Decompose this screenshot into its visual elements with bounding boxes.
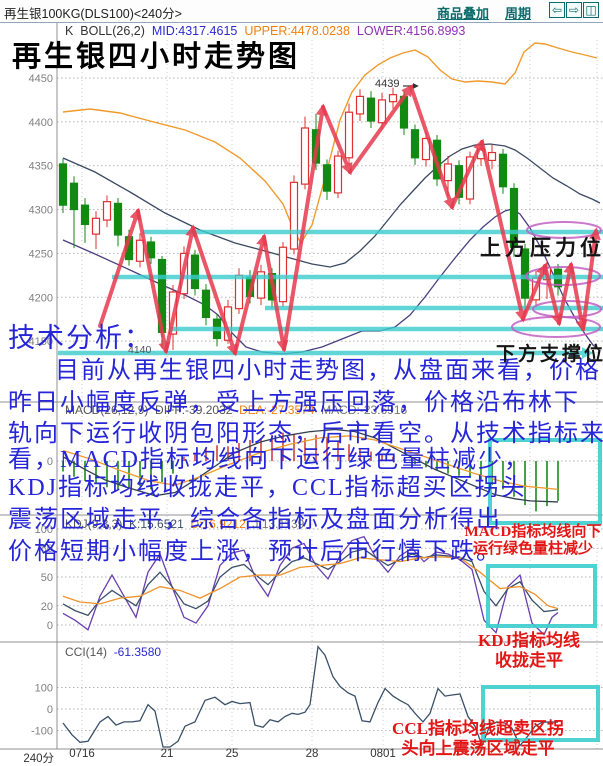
page-title: 再生银四小时走势图 [12,41,301,73]
svg-text:4250: 4250 [29,248,53,260]
support-annotation: 下方支撑位 [496,344,603,365]
svg-text:-100: -100 [31,726,53,738]
kdj-d-value: D:16.9212 [190,517,246,531]
svg-text:20: 20 [41,601,53,613]
analysis-line: 目前从再生银四小时走势图，从盘面来看，价格 [55,358,601,384]
boll-lower-value: LOWER:4156.8993 [356,24,466,38]
cci-label: CCI(14) [65,645,108,659]
svg-text:21: 21 [161,748,174,759]
boll-label: BOLL(26,2) [80,24,145,38]
macd-diff-value: DIFF:-39.2032 [155,403,233,417]
k-label: K [65,24,74,38]
svg-text:100: 100 [35,683,53,695]
macd-value: MACD:-23.6916 [321,403,408,417]
svg-text:0: 0 [47,620,53,632]
period-label: 240分 [23,753,54,765]
svg-text:0: 0 [47,704,53,716]
svg-text:0716: 0716 [69,748,95,759]
high-price-label: 4439 [375,78,400,90]
svg-text:28: 28 [306,748,319,759]
analysis-line: 昨日小幅度反弹，受上方强压回落，价格沿布林下 [8,390,580,416]
svg-text:0: 0 [47,456,53,468]
svg-text:100: 100 [35,524,53,536]
analysis-line: KDJ指标均线收拢走平，CCL指标超买区拐头 [8,475,527,501]
kdj-j-value: J:13.1139 [252,517,305,531]
svg-text:25: 25 [226,748,239,759]
analysis-line: 价格短期小幅度上涨，预计后市行情下跌。 [8,539,502,565]
svg-text:80: 80 [41,543,53,555]
analysis-line: 看，MACD指标均线向下运行绿色量柱减少， [8,447,531,473]
macd-dea-value: DEA:-27.3574 [239,403,315,417]
kdj-k-value: K:15.6521 [129,517,184,531]
macd-label: MACD(26,12,9) [65,403,149,417]
kdj-header: KDJ(9,3,3) K:15.6521 D:16.9212 J:13.1139 [65,517,304,531]
analysis-line: 震荡区域走平，综合各指标及盘面分析得出 [8,507,502,533]
cci-header: CCI(14) -61.3580 [65,645,161,659]
instrument-title: 再生银100KG(DLS100)<240分> [4,7,182,21]
kdj-red-note: KDJ指标均线 收拢走平 [478,631,580,670]
resistance-annotation: 上方压力位 [480,236,603,260]
boll-indicator-header: K BOLL(26,2) MID:4317.4615 UPPER:4478.02… [65,24,465,38]
svg-text:4400: 4400 [29,117,53,129]
cci-red-note: CCL指标均线超卖区拐 头向上震荡区域走平 [392,719,564,758]
svg-text:4350: 4350 [29,161,53,173]
svg-text:4300: 4300 [29,205,53,217]
boll-upper-value: UPPER:4478.0238 [244,24,350,38]
title-bar: 再生银100KG(DLS100)<240分> 商品叠加 周期 ⇦ ⇨ ◫ [0,0,603,23]
back-arrow-icon[interactable]: ⇦ [549,2,565,18]
cci-value: -61.3580 [113,645,162,659]
svg-text:4150: 4150 [29,336,53,348]
analysis-heading: 技术分析： [8,323,153,353]
menu-period[interactable]: 周期 [505,6,532,21]
svg-text:50: 50 [41,572,53,584]
low-price-label: 4140 [128,344,152,356]
macd-header: MACD(26,12,9) DIFF:-39.2032 DEA:-27.3574… [65,403,407,417]
svg-text:0801: 0801 [370,748,396,759]
menu-overlay-commodity[interactable]: 商品叠加 [437,6,490,21]
boll-mid-value: MID:4317.4615 [151,24,238,38]
svg-text:4450: 4450 [29,73,53,85]
macd-red-note: MACD指标均线向下 运行绿色量柱减少 [464,524,602,558]
analysis-line: 轨向下运行收阴包阳形态，后市看空。从技术指标来 [8,421,603,447]
svg-text:4200: 4200 [29,292,53,304]
kdj-label: KDJ(9,3,3) [65,517,123,531]
split-window-icon[interactable]: ◫ [583,2,599,18]
forward-arrow-icon[interactable]: ⇨ [566,2,582,18]
